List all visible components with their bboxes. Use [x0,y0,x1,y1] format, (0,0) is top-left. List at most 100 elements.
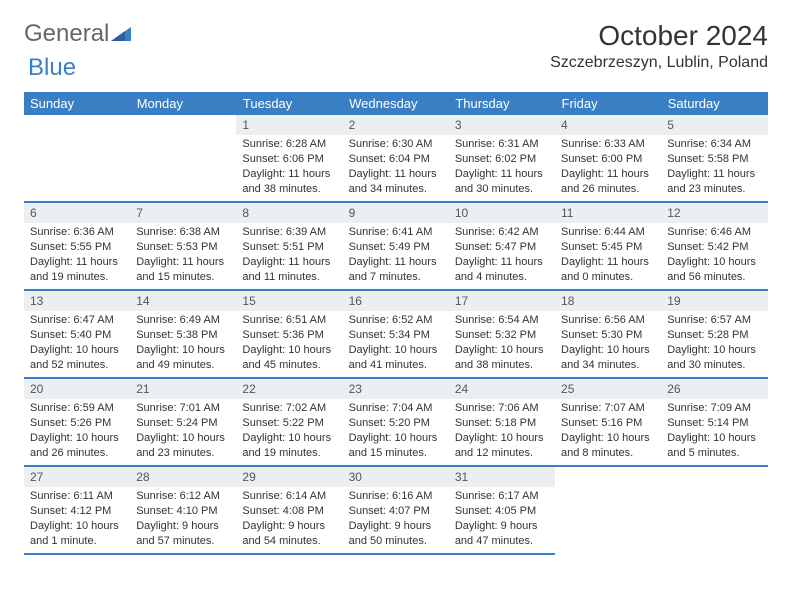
sunrise: Sunrise: 6:52 AM [349,314,433,326]
daylight: Daylight: 10 hours and 45 minutes. [242,344,331,371]
day-number: 13 [24,291,130,311]
sunrise: Sunrise: 7:04 AM [349,402,433,414]
sunrise: Sunrise: 6:31 AM [455,138,539,150]
day-details: Sunrise: 6:41 AMSunset: 5:49 PMDaylight:… [343,223,449,288]
calendar-cell: 4Sunrise: 6:33 AMSunset: 6:00 PMDaylight… [555,115,661,202]
day-header: Friday [555,92,661,115]
daylight: Daylight: 9 hours and 47 minutes. [455,520,538,547]
day-details: Sunrise: 6:17 AMSunset: 4:05 PMDaylight:… [449,487,555,552]
day-number: 3 [449,115,555,135]
sunrise: Sunrise: 6:57 AM [667,314,751,326]
calendar-cell [24,115,130,202]
day-details: Sunrise: 6:51 AMSunset: 5:36 PMDaylight:… [236,311,342,376]
calendar-cell: 22Sunrise: 7:02 AMSunset: 5:22 PMDayligh… [236,378,342,466]
location: Szczebrzeszyn, Lublin, Poland [550,54,768,72]
sunset: Sunset: 5:49 PM [349,241,430,253]
calendar-cell: 21Sunrise: 7:01 AMSunset: 5:24 PMDayligh… [130,378,236,466]
sunset: Sunset: 5:16 PM [561,417,642,429]
sunset: Sunset: 5:32 PM [455,329,536,341]
calendar-cell: 28Sunrise: 6:12 AMSunset: 4:10 PMDayligh… [130,466,236,554]
sunset: Sunset: 4:10 PM [136,505,217,517]
calendar-cell [661,466,767,554]
sunset: Sunset: 5:34 PM [349,329,430,341]
calendar-cell: 17Sunrise: 6:54 AMSunset: 5:32 PMDayligh… [449,290,555,378]
calendar-cell: 7Sunrise: 6:38 AMSunset: 5:53 PMDaylight… [130,202,236,290]
day-details: Sunrise: 7:09 AMSunset: 5:14 PMDaylight:… [661,399,767,464]
calendar-cell: 31Sunrise: 6:17 AMSunset: 4:05 PMDayligh… [449,466,555,554]
sunrise: Sunrise: 6:59 AM [30,402,114,414]
calendar-cell: 13 Sunrise: 6:47 AM Sunset: 5:40 PM Dayligh… [24,290,130,378]
day-details: Sunrise: 7:04 AMSunset: 5:20 PMDaylight:… [343,399,449,464]
day-details: Sunrise: 6:54 AMSunset: 5:32 PMDaylight:… [449,311,555,376]
day-header: Thursday [449,92,555,115]
sunrise: Sunrise: 7:01 AM [136,402,220,414]
calendar-cell: 8Sunrise: 6:39 AMSunset: 5:51 PMDaylight… [236,202,342,290]
sunset: Sunset: 5:42 PM [667,241,748,253]
sunset: Sunset: 6:06 PM [242,153,323,165]
calendar-cell [555,466,661,554]
day-header-row: SundayMondayTuesdayWednesdayThursdayFrid… [24,92,768,115]
daylight: Daylight: 10 hours and 8 minutes. [561,432,650,459]
day-details: Sunrise: 6:59 AMSunset: 5:26 PMDaylight:… [24,399,130,464]
calendar-cell: 6Sunrise: 6:36 AMSunset: 5:55 PMDaylight… [24,202,130,290]
sunset: Sunset: 4:12 PM [30,505,111,517]
sunrise: Sunrise: 6:47 AM [30,314,114,326]
daylight: Daylight: 10 hours and 52 minutes. [30,344,119,371]
calendar-cell: 15Sunrise: 6:51 AMSunset: 5:36 PMDayligh… [236,290,342,378]
calendar-cell [130,115,236,202]
sunset: Sunset: 5:51 PM [242,241,323,253]
calendar-week: 6Sunrise: 6:36 AMSunset: 5:55 PMDaylight… [24,202,768,290]
day-number: 23 [343,379,449,399]
calendar-cell: 11Sunrise: 6:44 AMSunset: 5:45 PMDayligh… [555,202,661,290]
daylight: Daylight: 11 hours and 19 minutes. [30,256,118,283]
day-number: 15 [236,291,342,311]
sunset: Sunset: 5:58 PM [667,153,748,165]
day-number: 5 [661,115,767,135]
calendar-cell: 24Sunrise: 7:06 AMSunset: 5:18 PMDayligh… [449,378,555,466]
sunrise: Sunrise: 6:30 AM [349,138,433,150]
day-details: Sunrise: 6:57 AMSunset: 5:28 PMDaylight:… [661,311,767,376]
sunset: Sunset: 6:04 PM [349,153,430,165]
calendar-cell: 25Sunrise: 7:07 AMSunset: 5:16 PMDayligh… [555,378,661,466]
day-number: 1 [236,115,342,135]
calendar-cell: 2Sunrise: 6:30 AMSunset: 6:04 PMDaylight… [343,115,449,202]
day-details: Sunrise: 7:07 AMSunset: 5:16 PMDaylight:… [555,399,661,464]
calendar-week: 27Sunrise: 6:11 AMSunset: 4:12 PMDayligh… [24,466,768,554]
sunrise: Sunrise: 6:51 AM [242,314,326,326]
day-number: 9 [343,203,449,223]
calendar-cell: 19Sunrise: 6:57 AMSunset: 5:28 PMDayligh… [661,290,767,378]
sunset: Sunset: 5:18 PM [455,417,536,429]
calendar-week: 13 Sunrise: 6:47 AM Sunset: 5:40 PM Dayligh… [24,290,768,378]
sunrise: Sunrise: 6:36 AM [30,226,114,238]
logo-triangle-icon [111,20,131,48]
sunset: Sunset: 5:40 PM [30,329,111,341]
day-details: Sunrise: 6:14 AMSunset: 4:08 PMDaylight:… [236,487,342,552]
day-details: Sunrise: 6:36 AMSunset: 5:55 PMDaylight:… [24,223,130,288]
day-details: Sunrise: 7:06 AMSunset: 5:18 PMDaylight:… [449,399,555,464]
daylight: Daylight: 10 hours and 15 minutes. [349,432,438,459]
calendar-cell: 16Sunrise: 6:52 AMSunset: 5:34 PMDayligh… [343,290,449,378]
day-number: 12 [661,203,767,223]
sunset: Sunset: 5:45 PM [561,241,642,253]
logo-text-2: Blue [28,54,76,82]
day-details: Sunrise: 6:52 AMSunset: 5:34 PMDaylight:… [343,311,449,376]
calendar-cell: 14Sunrise: 6:49 AMSunset: 5:38 PMDayligh… [130,290,236,378]
day-number: 31 [449,467,555,487]
daylight: Daylight: 10 hours and 26 minutes. [30,432,119,459]
day-header: Wednesday [343,92,449,115]
day-details: Sunrise: 6:49 AMSunset: 5:38 PMDaylight:… [130,311,236,376]
day-details: Sunrise: 6:28 AMSunset: 6:06 PMDaylight:… [236,135,342,200]
sunrise: Sunrise: 6:56 AM [561,314,645,326]
day-header: Tuesday [236,92,342,115]
day-details: Sunrise: 6:39 AMSunset: 5:51 PMDaylight:… [236,223,342,288]
day-number: 7 [130,203,236,223]
daylight: Daylight: 10 hours and 49 minutes. [136,344,225,371]
sunset: Sunset: 4:07 PM [349,505,430,517]
day-number: 11 [555,203,661,223]
day-details: Sunrise: 6:46 AMSunset: 5:42 PMDaylight:… [661,223,767,288]
calendar-cell: 9Sunrise: 6:41 AMSunset: 5:49 PMDaylight… [343,202,449,290]
day-number: 4 [555,115,661,135]
daylight: Daylight: 11 hours and 15 minutes. [136,256,224,283]
day-number: 29 [236,467,342,487]
daylight: Daylight: 10 hours and 56 minutes. [667,256,756,283]
